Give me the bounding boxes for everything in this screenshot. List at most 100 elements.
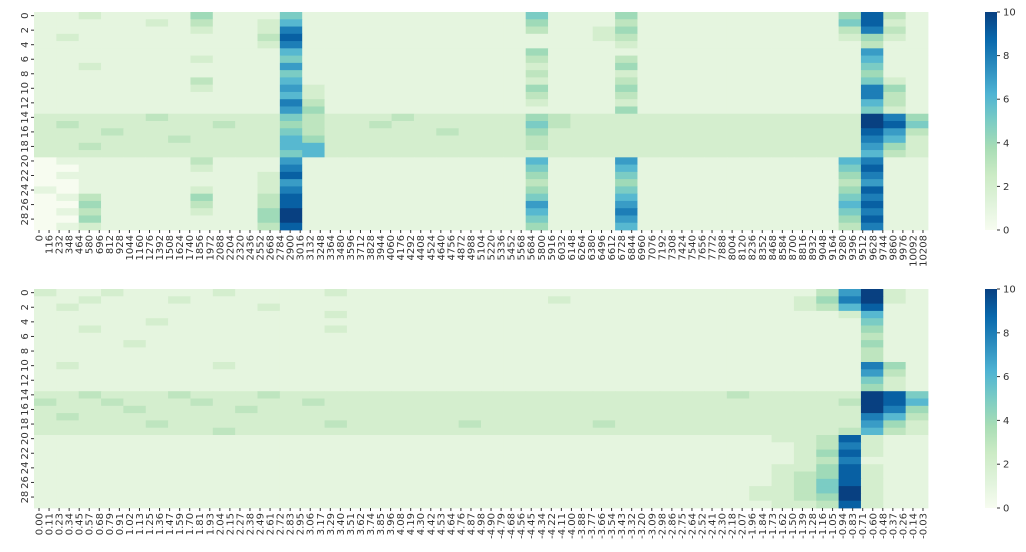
heatmap-cell (145, 77, 169, 86)
heatmap-cell (78, 362, 102, 370)
heatmap-cell (279, 208, 303, 216)
heatmap-cell (212, 464, 236, 472)
heatmap-cell (123, 318, 147, 326)
heatmap-cell (905, 186, 929, 195)
heatmap-cell (548, 413, 571, 421)
heatmap-cell (190, 215, 214, 224)
heatmap-cell (391, 142, 415, 151)
heatmap-cell (704, 405, 728, 414)
heatmap-cell (302, 456, 325, 465)
heatmap-cell (413, 354, 437, 363)
heatmap-cell (123, 413, 147, 421)
heatmap-cell (793, 48, 817, 56)
heatmap-cell (481, 398, 504, 407)
heatmap-cell (145, 369, 169, 377)
heatmap-cell (749, 420, 772, 429)
heatmap-cell (793, 193, 817, 202)
heatmap-cell (548, 383, 571, 392)
heatmap-cell (481, 420, 504, 429)
heatmap-cell (123, 142, 147, 151)
heatmap-cell (905, 449, 929, 458)
heatmap-cell (235, 179, 258, 187)
heatmap-cell (726, 171, 750, 180)
heatmap-cell (682, 493, 705, 502)
heatmap-cell (123, 325, 147, 334)
heatmap-cell (570, 354, 594, 363)
heatmap-cell (816, 171, 839, 180)
heatmap-cell (145, 19, 169, 27)
x-tick-label: 2.38 (245, 513, 256, 535)
heatmap-cell (190, 427, 214, 436)
heatmap-cell (525, 193, 549, 202)
heatmap-cell (771, 84, 795, 93)
y-tick-label: 2 (20, 304, 31, 310)
heatmap-cell (704, 486, 728, 494)
heatmap-cell (413, 325, 437, 334)
heatmap-cell (324, 456, 348, 465)
heatmap-cell (34, 113, 57, 122)
heatmap-cell (101, 500, 124, 509)
heatmap-cell (726, 26, 750, 35)
heatmap-cell (481, 19, 504, 27)
heatmap-cell (682, 48, 705, 56)
heatmap-cell (123, 464, 147, 472)
heatmap-cell (637, 186, 661, 195)
heatmap-cell (168, 135, 191, 144)
heatmap-cell (860, 362, 884, 370)
heatmap-cell (101, 413, 124, 421)
heatmap-cell (548, 354, 571, 363)
heatmap-cell (235, 91, 258, 100)
heatmap-cell (793, 215, 817, 224)
heatmap-cell (257, 179, 281, 187)
heatmap-cell (615, 200, 638, 209)
heatmap-cell (145, 456, 169, 465)
heatmap-cell (190, 12, 214, 20)
heatmap-cell (570, 471, 594, 480)
x-tick-label: 4.42 (426, 513, 437, 535)
heatmap-cell (525, 435, 549, 443)
heatmap-cell (56, 435, 80, 443)
heatmap-cell (145, 310, 169, 319)
heatmap-cell (123, 77, 147, 86)
heatmap-cell (123, 91, 147, 100)
heatmap-cell (257, 464, 281, 472)
heatmap-cell (391, 106, 415, 115)
heatmap-cell (749, 142, 772, 151)
heatmap-cell (78, 150, 102, 158)
heatmap-cell (123, 55, 147, 64)
heatmap-cell (860, 150, 884, 158)
heatmap-cell (503, 215, 527, 224)
heatmap-cell (369, 128, 392, 136)
heatmap-cell (436, 99, 460, 107)
heatmap-cell (436, 77, 460, 86)
x-tick-label: -3.32 (627, 513, 638, 539)
heatmap-cell (592, 405, 616, 414)
heatmap-cell (123, 208, 147, 216)
heatmap-cell (212, 318, 236, 326)
heatmap-cell (883, 391, 907, 399)
x-tick-label: 1.13 (135, 513, 146, 535)
heatmap-cell (78, 208, 102, 216)
heatmap-cell (592, 33, 616, 42)
heatmap-cell (793, 347, 817, 356)
heatmap-cell (726, 449, 750, 458)
heatmap-cell (883, 427, 907, 436)
heatmap-cell (302, 347, 325, 356)
heatmap-cell (190, 41, 214, 49)
heatmap-cell (369, 310, 392, 319)
x-tick-label: -2.07 (738, 513, 749, 539)
heatmap-cell (436, 171, 460, 180)
heatmap-cell (525, 413, 549, 421)
heatmap-cell (905, 55, 929, 64)
heatmap-cell (257, 486, 281, 494)
heatmap-cell (369, 369, 392, 377)
heatmap-cell (168, 391, 191, 399)
heatmap-cell (413, 99, 437, 107)
heatmap-cell (726, 420, 750, 429)
heatmap-cell (749, 208, 772, 216)
heatmap-cell (302, 186, 325, 195)
heatmap-cell (481, 99, 504, 107)
heatmap-cell (413, 193, 437, 202)
x-tick-label: 3.29 (326, 513, 337, 535)
heatmap-cell (860, 442, 884, 450)
